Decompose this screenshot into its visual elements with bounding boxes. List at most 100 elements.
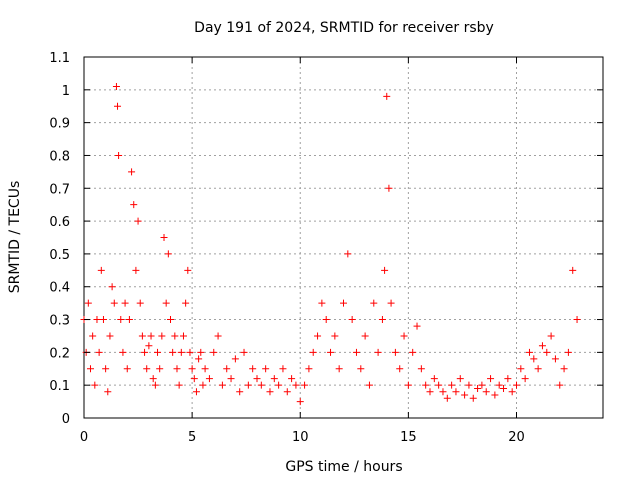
data-point bbox=[495, 381, 503, 389]
data-point bbox=[275, 381, 283, 389]
data-point bbox=[573, 316, 581, 324]
data-point bbox=[543, 348, 551, 356]
data-point bbox=[513, 381, 520, 389]
data-point bbox=[521, 375, 529, 383]
data-point bbox=[301, 381, 309, 389]
data-point bbox=[190, 375, 198, 383]
data-point bbox=[197, 348, 205, 356]
data-point bbox=[426, 388, 434, 396]
y-tick-label: 0.6 bbox=[49, 215, 70, 230]
data-point bbox=[404, 381, 412, 389]
data-point bbox=[141, 348, 149, 356]
y-tick-label: 0.7 bbox=[49, 182, 70, 197]
data-point bbox=[167, 316, 174, 324]
data-point bbox=[266, 388, 274, 396]
data-point bbox=[352, 348, 360, 356]
data-point bbox=[158, 332, 166, 340]
data-point bbox=[474, 384, 482, 392]
data-point bbox=[430, 375, 438, 383]
data-point bbox=[560, 365, 568, 373]
data-point bbox=[435, 381, 443, 389]
data-point bbox=[508, 388, 516, 396]
data-point bbox=[205, 375, 213, 383]
data-point bbox=[99, 316, 107, 324]
data-point bbox=[156, 365, 164, 373]
data-point bbox=[253, 375, 261, 383]
data-point bbox=[534, 365, 542, 373]
data-point bbox=[357, 365, 365, 373]
data-point bbox=[188, 365, 196, 373]
data-point bbox=[270, 375, 278, 383]
data-point bbox=[396, 365, 404, 373]
x-tick-label: 0 bbox=[80, 430, 88, 445]
data-point bbox=[262, 365, 270, 373]
data-point bbox=[322, 316, 330, 324]
data-point bbox=[469, 394, 477, 402]
data-point bbox=[387, 299, 395, 307]
data-point bbox=[547, 332, 555, 340]
data-point bbox=[115, 151, 123, 159]
data-point bbox=[292, 381, 300, 389]
data-point bbox=[218, 381, 226, 389]
data-point bbox=[108, 283, 116, 291]
data-point bbox=[551, 355, 559, 363]
data-point bbox=[461, 391, 469, 399]
data-point bbox=[443, 394, 451, 402]
data-point bbox=[84, 299, 92, 307]
data-point bbox=[175, 381, 183, 389]
data-point bbox=[383, 92, 391, 100]
data-point bbox=[106, 332, 114, 340]
y-tick-label: 1 bbox=[62, 84, 70, 99]
data-point bbox=[569, 266, 577, 274]
chart-title: Day 191 of 2024, SRMTID for receiver rsb… bbox=[194, 20, 494, 36]
data-point bbox=[114, 102, 122, 110]
data-point bbox=[149, 375, 157, 383]
data-point bbox=[318, 299, 326, 307]
data-point bbox=[151, 381, 159, 389]
x-tick-label: 20 bbox=[508, 430, 525, 445]
data-point bbox=[500, 384, 508, 392]
data-point bbox=[201, 365, 209, 373]
data-point bbox=[538, 342, 546, 350]
data-point bbox=[448, 381, 456, 389]
data-point bbox=[452, 388, 460, 396]
data-point bbox=[413, 322, 421, 330]
data-point bbox=[288, 375, 296, 383]
data-point bbox=[465, 381, 473, 389]
data-point bbox=[110, 299, 118, 307]
x-ticks: 0 5 10 15 20 bbox=[80, 57, 525, 445]
data-point bbox=[374, 348, 382, 356]
y-tick-label: 0.8 bbox=[49, 149, 70, 164]
data-point bbox=[102, 365, 110, 373]
data-point bbox=[370, 299, 378, 307]
data-point bbox=[249, 365, 257, 373]
data-point bbox=[160, 234, 168, 241]
data-point bbox=[182, 299, 190, 307]
x-tick-label: 10 bbox=[292, 430, 309, 445]
data-point bbox=[244, 381, 252, 389]
data-point bbox=[130, 201, 138, 209]
data-point bbox=[86, 365, 94, 373]
data-point bbox=[164, 250, 172, 258]
y-tick-label: 0.1 bbox=[49, 379, 70, 394]
data-point bbox=[422, 381, 430, 389]
data-point bbox=[525, 348, 533, 356]
data-point bbox=[400, 332, 408, 340]
data-point bbox=[173, 365, 181, 373]
data-point bbox=[123, 365, 131, 373]
data-point bbox=[117, 316, 125, 324]
data-point bbox=[478, 381, 486, 389]
data-point bbox=[95, 348, 103, 356]
x-tick-label: 5 bbox=[188, 430, 196, 445]
y-tick-label: 1.1 bbox=[49, 51, 70, 66]
data-point bbox=[199, 381, 207, 389]
data-point bbox=[231, 355, 239, 363]
data-point bbox=[517, 365, 525, 373]
data-point bbox=[348, 316, 356, 324]
data-point bbox=[556, 381, 564, 389]
data-point bbox=[112, 83, 120, 91]
data-point bbox=[385, 184, 393, 192]
data-point bbox=[365, 381, 373, 389]
data-point bbox=[125, 316, 133, 324]
